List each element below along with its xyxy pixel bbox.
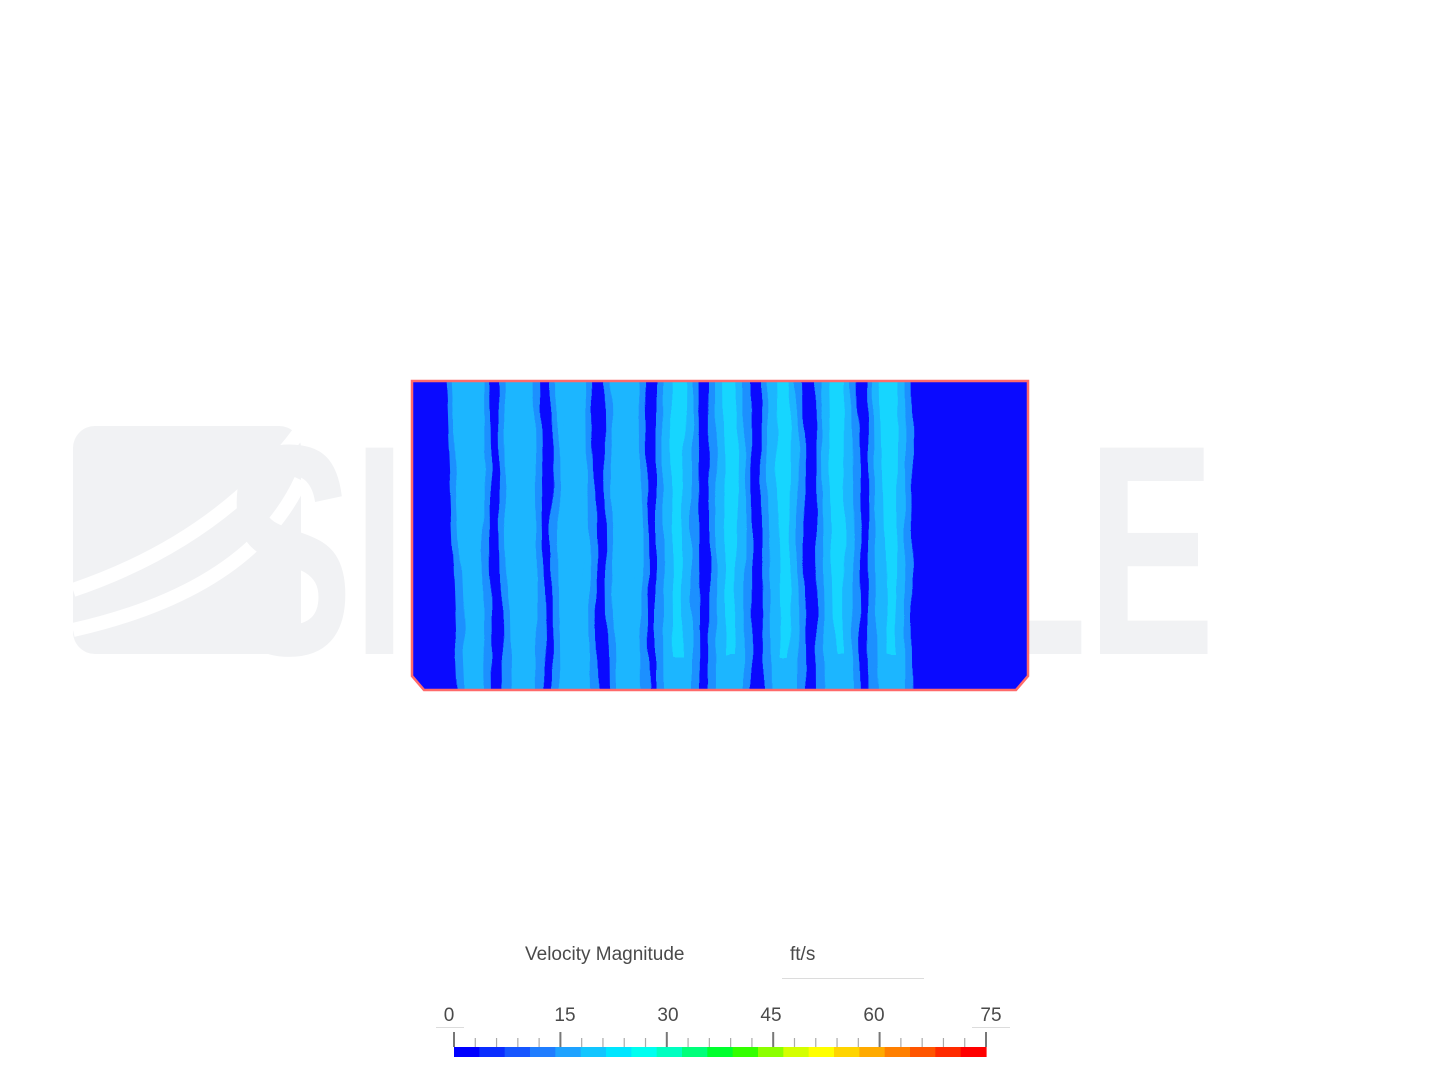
tick-underline xyxy=(972,1027,1010,1028)
unit-selector[interactable]: ft/s xyxy=(782,938,924,979)
colorbar-segment xyxy=(935,1047,962,1057)
colorbar-segment xyxy=(834,1047,860,1057)
colorbar-segment xyxy=(656,1047,683,1057)
colorbar-segments xyxy=(454,1047,987,1057)
colorbar-segment xyxy=(479,1047,506,1057)
stream-core-band xyxy=(829,381,845,656)
colorbar-segment xyxy=(884,1047,911,1057)
legend-tick-label: 0 xyxy=(443,1005,455,1026)
colorbar-segment xyxy=(530,1047,556,1057)
legend-tick-label: 45 xyxy=(760,1005,782,1026)
colorbar-segment xyxy=(504,1047,531,1057)
stream-core-band xyxy=(458,381,478,656)
stream-core-band xyxy=(723,381,739,656)
colorbar-segment xyxy=(910,1047,936,1057)
domain-outline xyxy=(410,379,1030,692)
colorbar-segment xyxy=(783,1047,810,1057)
colorbar-segment xyxy=(960,1047,987,1057)
stream-core-band xyxy=(510,381,530,656)
colorbar-segment xyxy=(580,1047,607,1057)
watermark-logo-arcs xyxy=(70,425,308,637)
legend-tick-label: 15 xyxy=(554,1005,576,1026)
colorbar-segment xyxy=(758,1047,784,1057)
stream-core-band xyxy=(670,381,686,656)
stream-core-band xyxy=(563,381,583,656)
colorbar-segment xyxy=(808,1047,835,1057)
colorbar-segment xyxy=(606,1047,632,1057)
legend-tick-label: 60 xyxy=(863,1005,885,1026)
colorbar-segment xyxy=(859,1047,886,1057)
colorbar-ticks xyxy=(453,1032,987,1047)
tick-underline xyxy=(436,1027,464,1028)
stream-core-band xyxy=(881,381,898,656)
unit-label: ft/s xyxy=(790,944,816,965)
velocity-streams xyxy=(446,381,914,690)
colorbar-segment xyxy=(707,1047,734,1057)
contour-domain xyxy=(412,381,1028,690)
legend-tick-label: 75 xyxy=(980,1005,1002,1026)
legend-tick-label: 30 xyxy=(657,1005,679,1026)
colorbar-segment xyxy=(631,1047,658,1057)
colorbar-segment xyxy=(555,1047,582,1057)
colorbar-segment xyxy=(454,1047,480,1057)
legend-title: Velocity Magnitude xyxy=(525,944,685,965)
stream-core-band xyxy=(776,381,791,656)
colorbar-segment xyxy=(682,1047,708,1057)
stream-core-band xyxy=(618,381,634,656)
colorbar-segment xyxy=(732,1047,759,1057)
